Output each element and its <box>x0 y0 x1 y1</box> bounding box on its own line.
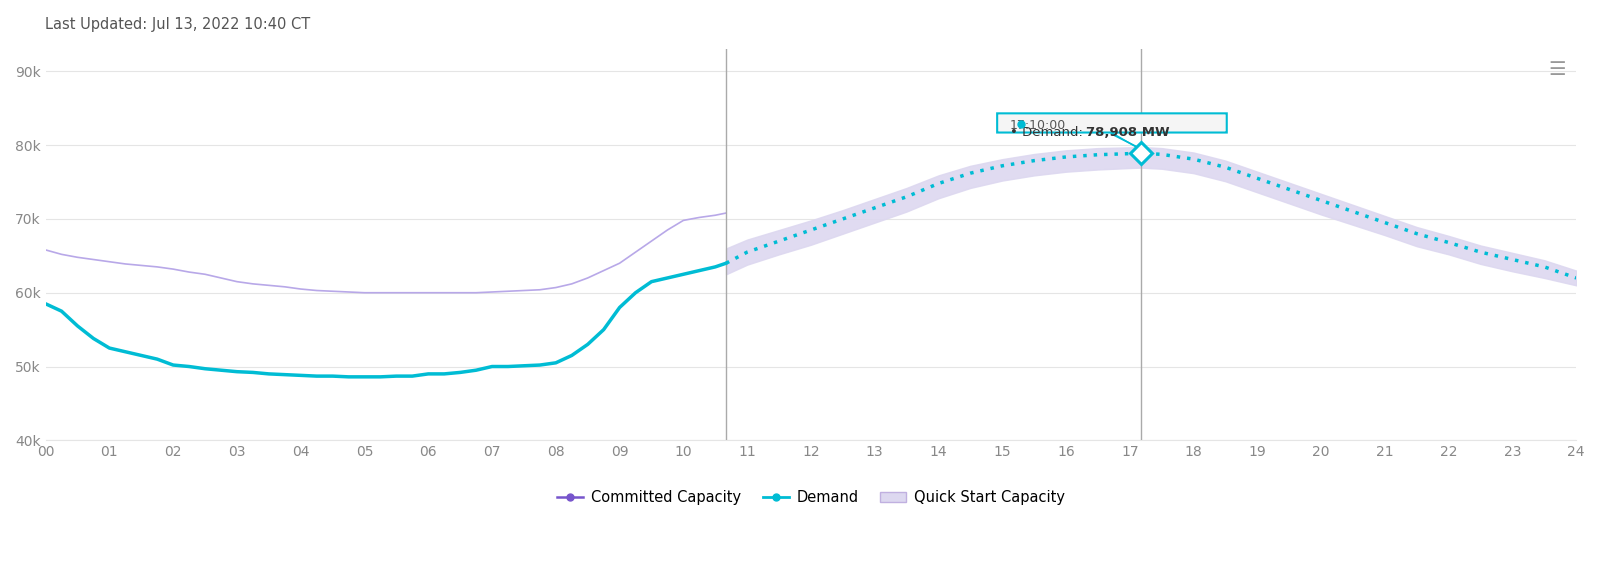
Legend: Committed Capacity, Demand, Quick Start Capacity: Committed Capacity, Demand, Quick Start … <box>552 484 1070 511</box>
Text: • Demand:: • Demand: <box>1010 126 1086 139</box>
Text: 17:10:00: 17:10:00 <box>1010 119 1066 132</box>
Text: ☰: ☰ <box>1549 60 1566 79</box>
Text: 78,908 MW: 78,908 MW <box>1086 126 1170 139</box>
FancyBboxPatch shape <box>997 113 1227 133</box>
Text: Last Updated: Jul 13, 2022 10:40 CT: Last Updated: Jul 13, 2022 10:40 CT <box>45 17 310 32</box>
